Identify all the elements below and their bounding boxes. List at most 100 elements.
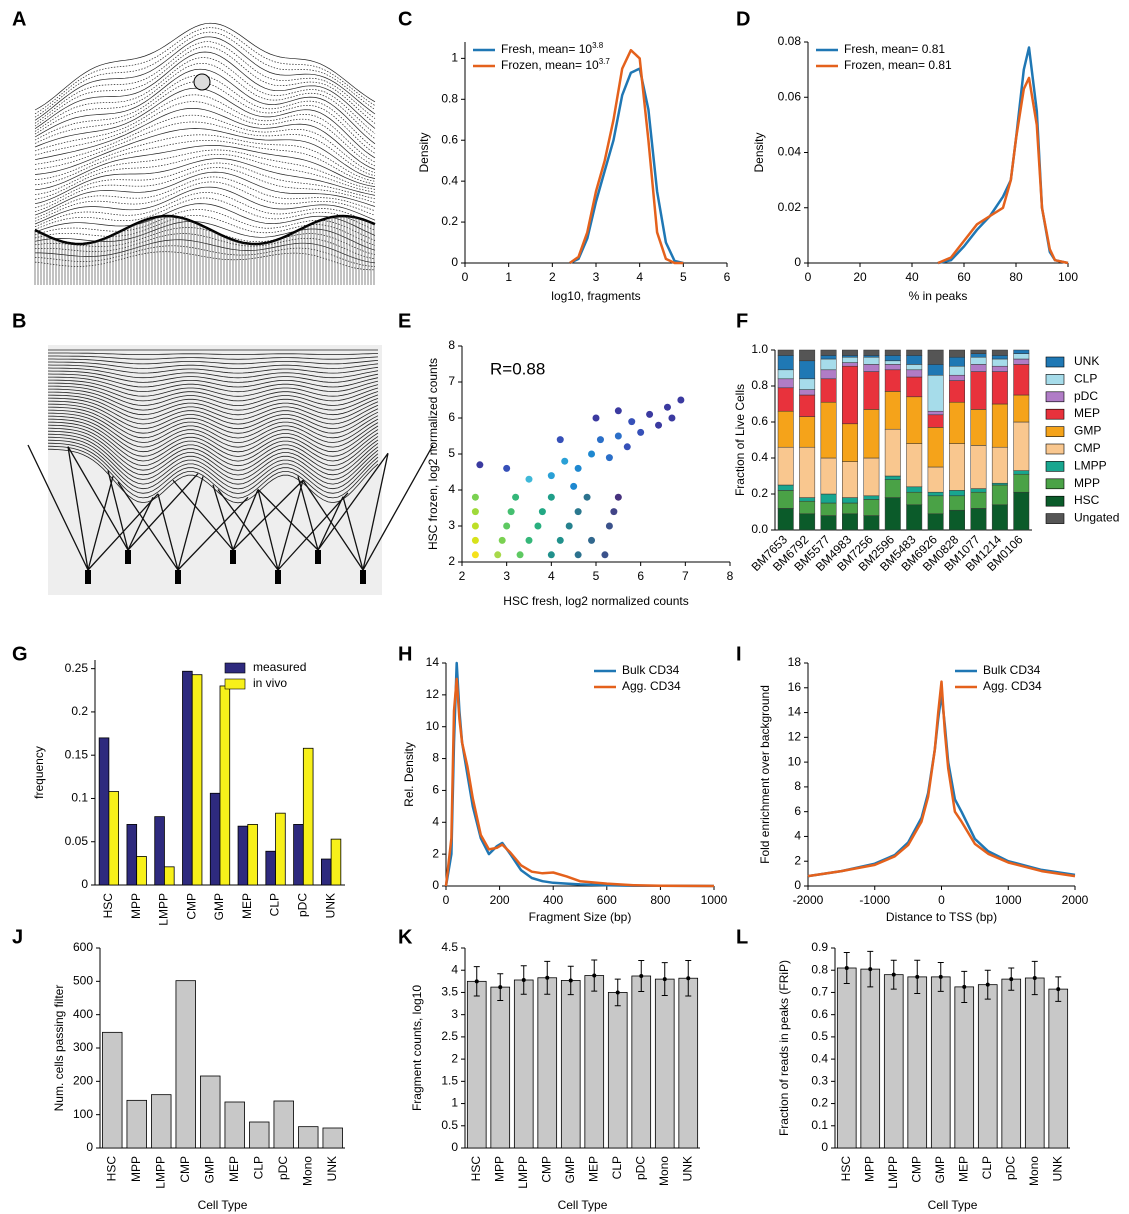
stacked-bar-segment [841,513,858,531]
legend-label: Agg. CD34 [622,679,681,693]
stacked-bar-segment [841,365,858,425]
stacked-bar-segment [820,358,837,371]
stacked-bar-segment [991,371,1008,405]
legend-name: Fresh, mean= 10 [501,42,592,56]
legend-name: CLP [1074,372,1097,386]
stacked-bar-segment [970,356,987,365]
y-tick-label: 300 [73,1040,93,1054]
stacked-bar-segment [906,486,923,493]
bar [293,824,304,886]
stacked-bar-segment [1013,358,1030,365]
x-tick-label: LMPP [516,1156,530,1189]
scatter-point [588,536,596,544]
stacked-bar-segment [991,365,1008,372]
stacked-bar-segment [799,360,816,380]
scatter-point [574,508,582,516]
landscape-contour [34,57,376,134]
y-tick-label: 0 [794,255,801,269]
legend-label: pDC [1074,389,1098,403]
y-axis-label: Density [752,132,766,172]
x-tick-label: 6 [637,569,644,583]
x-tick-label: 2 [549,270,556,284]
legend-label: Frozen, mean= 0.81 [844,58,952,72]
bar [136,856,147,886]
legend-name: Agg. CD34 [983,679,1042,693]
panel-label: D [736,8,750,30]
surface-line [47,409,379,444]
stacked-bar-segment [799,500,816,515]
bar [275,812,286,886]
error-center [915,974,920,979]
scatter-point [507,508,515,516]
stacked-bar-segment [991,446,1008,484]
stacked-bar-segment [949,349,966,358]
x-tick-label: GMP [202,1156,216,1183]
stacked-bar-segment [884,369,901,392]
scatter-point [476,461,484,469]
panel-label: K [398,926,413,948]
legend-label: Ungated [1074,511,1119,525]
stacked-bar-segment [777,484,794,491]
surface-line [47,448,379,504]
bar [907,976,928,1149]
y-tick-label: 0 [86,1140,93,1154]
y-tick-label: 4 [794,829,801,843]
stacked-bar-segment [777,490,794,509]
x-axis-label: Fragment Size (bp) [529,910,632,924]
landscape-contour [34,176,376,219]
x-tick-label: pDC [296,893,310,917]
legend-name: UNK [1074,354,1099,368]
x-tick-label: UNK [325,1156,339,1181]
stacked-bar-segment [820,502,837,516]
stacked-bar-segment [991,358,1008,367]
legend-label: MPP [1074,476,1100,490]
scatter-point [534,522,542,530]
bar [151,1094,172,1149]
bar [584,975,605,1149]
error-center [545,975,550,980]
guy-wire [217,489,279,571]
error-center [615,990,620,995]
stacked-bar-segment [841,502,858,515]
stacked-bar-segment [863,349,880,356]
legend-name: Agg. CD34 [622,679,681,693]
error-center [498,985,503,990]
bar [860,968,881,1149]
guy-wire [317,496,344,551]
legend-label: LMPP [1074,459,1107,473]
y-tick-label: 16 [788,680,802,694]
stacked-bar-segment [863,499,880,516]
stacked-bar-segment [970,488,987,493]
surface-line [47,370,379,383]
stacked-bar-segment [884,391,901,430]
surface-line [47,421,379,462]
ball [193,73,211,91]
legend-label: Fresh, mean= 103.8 [501,41,604,57]
bar [224,1101,245,1149]
error-center [662,977,667,982]
y-tick-label: 0.06 [778,89,802,103]
stacked-bar-segment [927,491,944,497]
stacked-bar-segment [927,414,944,428]
stacked-bar-segment [927,349,944,365]
stacked-bar-segment [906,504,923,531]
error-center [868,967,873,972]
y-tick-label: 6 [448,410,455,424]
bar [678,977,699,1149]
surface-line [47,406,379,439]
scatter-point [583,493,591,501]
peg [85,570,91,584]
panel-label: J [12,926,23,948]
stacked-bar-segment [777,410,794,448]
landscape-contour [34,74,376,149]
bar [330,838,342,886]
x-tick-label: 7 [682,569,689,583]
y-axis-label: Fragment counts, log10 [410,985,424,1111]
scatter-point [610,508,618,516]
scatter-point [556,436,564,444]
y-tick-label: 0 [794,878,801,892]
y-tick-label: 10 [426,719,440,733]
bar [654,978,675,1149]
line-series [937,46,1069,265]
y-tick-label: 1.0 [751,342,768,356]
